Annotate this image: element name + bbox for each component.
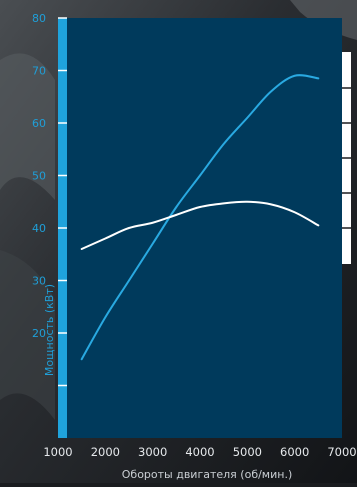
y-tick-label: 40 bbox=[32, 222, 46, 235]
x-tick-label: 5000 bbox=[233, 445, 262, 459]
y-tick-label: 20 bbox=[32, 327, 46, 340]
series-line-white bbox=[80, 200, 320, 250]
x-tick-label: 1000 bbox=[43, 445, 72, 459]
x-tick-label: 7000 bbox=[327, 445, 356, 459]
y-tick-label: 30 bbox=[32, 275, 46, 288]
x-axis-label: Обороты двигателя (об/мин.) bbox=[122, 468, 293, 481]
x-tick-label: 4000 bbox=[185, 445, 214, 459]
y-axis-label: Мощность (кВт) bbox=[43, 284, 56, 376]
x-tick-label: 6000 bbox=[280, 445, 309, 459]
y-tick-label: 70 bbox=[32, 65, 46, 78]
chart-marks: 20 30 40 50 60 70 80 1000 2000 3000 4000 5000 6000 70… bbox=[32, 12, 357, 459]
engine-part-shape bbox=[0, 250, 55, 420]
y-tick-label: 80 bbox=[32, 12, 46, 25]
x-tick-label: 3000 bbox=[138, 445, 167, 459]
y-tick-label: 50 bbox=[32, 170, 46, 183]
engine-part-shape bbox=[0, 53, 55, 201]
x-tick-label: 2000 bbox=[91, 445, 120, 459]
series-line-blue bbox=[80, 74, 320, 361]
plot-area bbox=[58, 18, 342, 438]
y-tick-label: 60 bbox=[32, 117, 46, 130]
